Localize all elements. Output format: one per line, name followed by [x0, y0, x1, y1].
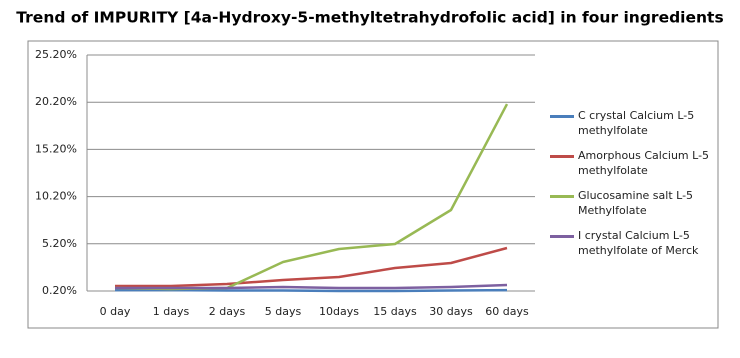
legend-label: C crystal Calcium L-5 methylfolate	[578, 109, 695, 137]
series-line	[115, 246, 508, 288]
x-tick-label: 60 days	[485, 305, 529, 318]
y-tick-label: 20.20%	[35, 95, 77, 108]
legend-item: Glucosamine salt L-5 Methylfolate	[548, 188, 718, 228]
x-tick-label: 0 day	[100, 305, 131, 318]
series-line	[115, 288, 508, 293]
y-tick-label: 15.20%	[35, 142, 77, 155]
legend-label: I crystal Calcium L-5 methylfolate of Me…	[578, 229, 699, 257]
x-tick-label: 1 days	[153, 305, 190, 318]
x-tick-label: 15 days	[373, 305, 417, 318]
x-tick-label: 10days	[319, 305, 359, 318]
legend-item: Amorphous Calcium L-5 methylfolate	[548, 148, 718, 188]
y-tick-label: 0.20%	[42, 284, 77, 297]
x-tick-label: 5 days	[265, 305, 302, 318]
legend-label: Amorphous Calcium L-5 methylfolate	[578, 149, 710, 177]
legend: C crystal Calcium L-5 methylfolate Amorph…	[548, 108, 718, 268]
legend-swatch	[550, 115, 574, 118]
chart-title: Trend of IMPURITY [4a-Hydroxy-5-methylte…	[16, 9, 723, 27]
series-line	[115, 283, 508, 290]
chart-frame	[27, 40, 719, 329]
legend-swatch	[550, 235, 574, 238]
legend-label: Glucosamine salt L-5 Methylfolate	[578, 189, 694, 217]
legend-swatch	[550, 155, 574, 158]
x-tick-label: 2 days	[209, 305, 246, 318]
x-tick-label: 30 days	[429, 305, 473, 318]
y-tick-label: 5.20%	[42, 237, 77, 250]
legend-swatch	[550, 195, 574, 198]
y-tick-label: 10.20%	[35, 190, 77, 203]
legend-item: C crystal Calcium L-5 methylfolate	[548, 108, 718, 148]
y-tick-label: 25.20%	[35, 48, 77, 61]
legend-item: I crystal Calcium L-5 methylfolate of Me…	[548, 228, 718, 268]
